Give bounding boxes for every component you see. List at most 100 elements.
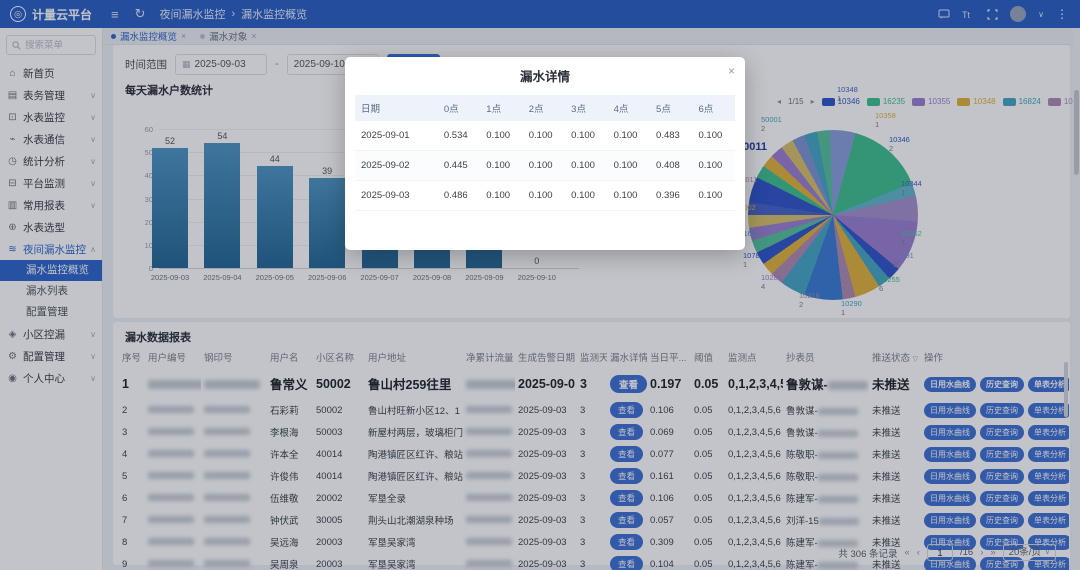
action-单表分析-button[interactable]: 单表分析 bbox=[1028, 556, 1069, 570]
legend-prev-icon[interactable]: ◂ bbox=[777, 97, 782, 106]
page-scrollbar-thumb[interactable] bbox=[1074, 90, 1079, 175]
bar[interactable] bbox=[309, 177, 346, 268]
bar[interactable] bbox=[152, 147, 188, 268]
sidebar-item[interactable]: ⊡ 水表监控 ∨ bbox=[0, 106, 102, 128]
close-tab-icon[interactable]: × bbox=[181, 31, 187, 41]
action-单表分析-button[interactable]: 单表分析 bbox=[1028, 468, 1069, 484]
close-icon[interactable]: × bbox=[727, 64, 735, 78]
table-cell bbox=[145, 487, 201, 509]
prev-page-button[interactable]: ‹ bbox=[916, 547, 920, 558]
action-日用水曲线-button[interactable]: 日用水曲线 bbox=[924, 490, 976, 506]
legend-item[interactable]: 16235 bbox=[866, 97, 905, 106]
tab-漏水监控概览[interactable]: 漏水监控概览 × bbox=[111, 29, 186, 43]
start-date-input[interactable]: ▦ 2025-09-03 bbox=[175, 53, 267, 75]
action-历史查询-button[interactable]: 历史查询 bbox=[980, 376, 1024, 392]
avatar[interactable] bbox=[1010, 6, 1027, 22]
action-日用水曲线-button[interactable]: 日用水曲线 bbox=[924, 376, 976, 392]
bar[interactable] bbox=[204, 142, 241, 268]
menu-collapse-icon[interactable]: ≡ bbox=[111, 6, 119, 22]
view-detail-button[interactable]: 查看 bbox=[610, 490, 644, 506]
legend-item[interactable]: 16824 bbox=[1002, 97, 1041, 106]
font-size-icon[interactable]: Tt bbox=[962, 8, 975, 20]
sidebar-item[interactable]: ⌂ 新首页 bbox=[0, 62, 102, 84]
legend-next-icon[interactable]: ▸ bbox=[810, 97, 815, 106]
action-日用水曲线-button[interactable]: 日用水曲线 bbox=[924, 556, 976, 570]
action-单表分析-button[interactable]: 单表分析 bbox=[1028, 446, 1069, 462]
bar[interactable] bbox=[256, 166, 293, 268]
legend-chip bbox=[866, 97, 880, 106]
sidebar-item[interactable]: ▥ 常用报表 ∨ bbox=[0, 194, 102, 216]
fullscreen-icon[interactable] bbox=[987, 8, 998, 20]
chevron-down-icon[interactable]: ∨ bbox=[1038, 9, 1044, 19]
page-size-select[interactable]: 20条/页 ∨ bbox=[1002, 544, 1056, 561]
filter-icon[interactable]: ▽ bbox=[912, 356, 919, 363]
action-日用水曲线-button[interactable]: 日用水曲线 bbox=[924, 424, 976, 440]
action-日用水曲线-button[interactable]: 日用水曲线 bbox=[924, 534, 976, 550]
view-detail-button[interactable]: 查看 bbox=[610, 424, 644, 440]
legend-item[interactable]: 10348 bbox=[957, 97, 996, 106]
sidebar-search[interactable] bbox=[6, 35, 96, 55]
sidebar-item[interactable]: ◈ 小区控漏 ∨ bbox=[0, 323, 102, 345]
legend-page: 1/15 bbox=[788, 97, 804, 106]
action-历史查询-button[interactable]: 历史查询 bbox=[980, 556, 1024, 570]
sidebar-item[interactable]: ⊕ 水表选型 bbox=[0, 216, 102, 238]
view-detail-button[interactable]: 查看 bbox=[610, 374, 647, 393]
sidebar-subitem[interactable]: 漏水监控概览 bbox=[0, 260, 102, 281]
table-cell: 未推送 bbox=[872, 560, 901, 570]
action-日用水曲线-button[interactable]: 日用水曲线 bbox=[924, 512, 976, 528]
action-单表分析-button[interactable]: 单表分析 bbox=[1028, 424, 1069, 440]
action-历史查询-button[interactable]: 历史查询 bbox=[980, 534, 1024, 550]
view-detail-button[interactable]: 查看 bbox=[610, 512, 644, 528]
y-axis-tick: 50 bbox=[144, 148, 153, 158]
close-tab-icon[interactable]: × bbox=[251, 31, 257, 41]
sidebar-item[interactable]: ⌁ 水表通信 ∨ bbox=[0, 128, 102, 150]
refresh-icon[interactable]: ↻ bbox=[134, 6, 146, 21]
x-axis-label: 2025-09-09 bbox=[465, 273, 504, 282]
next-page-button[interactable]: › bbox=[980, 547, 984, 558]
sidebar-subitem[interactable]: 配置管理 bbox=[26, 306, 68, 318]
first-page-button[interactable]: « bbox=[904, 547, 910, 558]
action-单表分析-button[interactable]: 单表分析 bbox=[1028, 402, 1069, 418]
table-cell: 0.05 bbox=[694, 426, 713, 438]
page-scrollbar[interactable] bbox=[1073, 28, 1080, 570]
action-历史查询-button[interactable]: 历史查询 bbox=[980, 468, 1024, 484]
action-单表分析-button[interactable]: 单表分析 bbox=[1028, 534, 1069, 550]
action-单表分析-button[interactable]: 单表分析 bbox=[1028, 376, 1069, 392]
pie[interactable] bbox=[748, 130, 918, 300]
action-历史查询-button[interactable]: 历史查询 bbox=[980, 512, 1024, 528]
action-历史查询-button[interactable]: 历史查询 bbox=[980, 424, 1024, 440]
view-detail-button[interactable]: 查看 bbox=[610, 556, 644, 570]
legend-item[interactable]: 10591 bbox=[1047, 97, 1080, 106]
sidebar-item[interactable]: ◉ 个人中心 ∨ bbox=[0, 367, 102, 389]
breadcrumb-parent[interactable]: 夜间漏水监控 bbox=[159, 9, 226, 21]
action-单表分析-button[interactable]: 单表分析 bbox=[1028, 512, 1069, 528]
sidebar-item[interactable]: ⊟ 平台监测 ∨ bbox=[0, 172, 102, 194]
action-日用水曲线-button[interactable]: 日用水曲线 bbox=[924, 402, 976, 418]
page-input[interactable]: 1 bbox=[926, 544, 953, 561]
sidebar-subitem[interactable]: 漏水列表 bbox=[26, 285, 68, 297]
last-page-button[interactable]: » bbox=[990, 547, 996, 558]
tab-漏水对象[interactable]: 漏水对象 × bbox=[200, 29, 257, 43]
legend-item[interactable]: 10355 bbox=[912, 97, 950, 106]
action-历史查询-button[interactable]: 历史查询 bbox=[980, 402, 1024, 418]
action-日用水曲线-button[interactable]: 日用水曲线 bbox=[924, 468, 976, 484]
action-历史查询-button[interactable]: 历史查询 bbox=[980, 490, 1024, 506]
table-row: 4 许本全 40014 陶港镇匠区红许、粮站 2025-09-03 3 查看 0.077 0.0… bbox=[119, 443, 1069, 465]
message-icon[interactable] bbox=[938, 8, 950, 20]
sidebar-item[interactable]: ≋ 夜间漏水监控 ∧ bbox=[0, 238, 102, 260]
sidebar-item[interactable]: ◷ 统计分析 ∨ bbox=[0, 150, 102, 172]
view-detail-button[interactable]: 查看 bbox=[610, 402, 644, 418]
table-cell: 40014 bbox=[316, 448, 343, 460]
view-detail-button[interactable]: 查看 bbox=[610, 468, 644, 484]
legend-item[interactable]: 10346 bbox=[821, 97, 860, 106]
action-日用水曲线-button[interactable]: 日用水曲线 bbox=[924, 446, 976, 462]
more-icon[interactable]: ⋮ bbox=[1056, 7, 1068, 21]
view-detail-button[interactable]: 查看 bbox=[610, 534, 644, 550]
sidebar-item[interactable]: ▤ 表务管理 ∨ bbox=[0, 84, 102, 106]
action-单表分析-button[interactable]: 单表分析 bbox=[1028, 490, 1069, 506]
sidebar-item[interactable]: ⚙ 配置管理 ∨ bbox=[0, 345, 102, 367]
view-detail-button[interactable]: 查看 bbox=[610, 446, 644, 462]
action-历史查询-button[interactable]: 历史查询 bbox=[980, 446, 1024, 462]
sidebar-search-input[interactable] bbox=[25, 39, 87, 51]
table-scrollbar[interactable] bbox=[1064, 362, 1068, 417]
